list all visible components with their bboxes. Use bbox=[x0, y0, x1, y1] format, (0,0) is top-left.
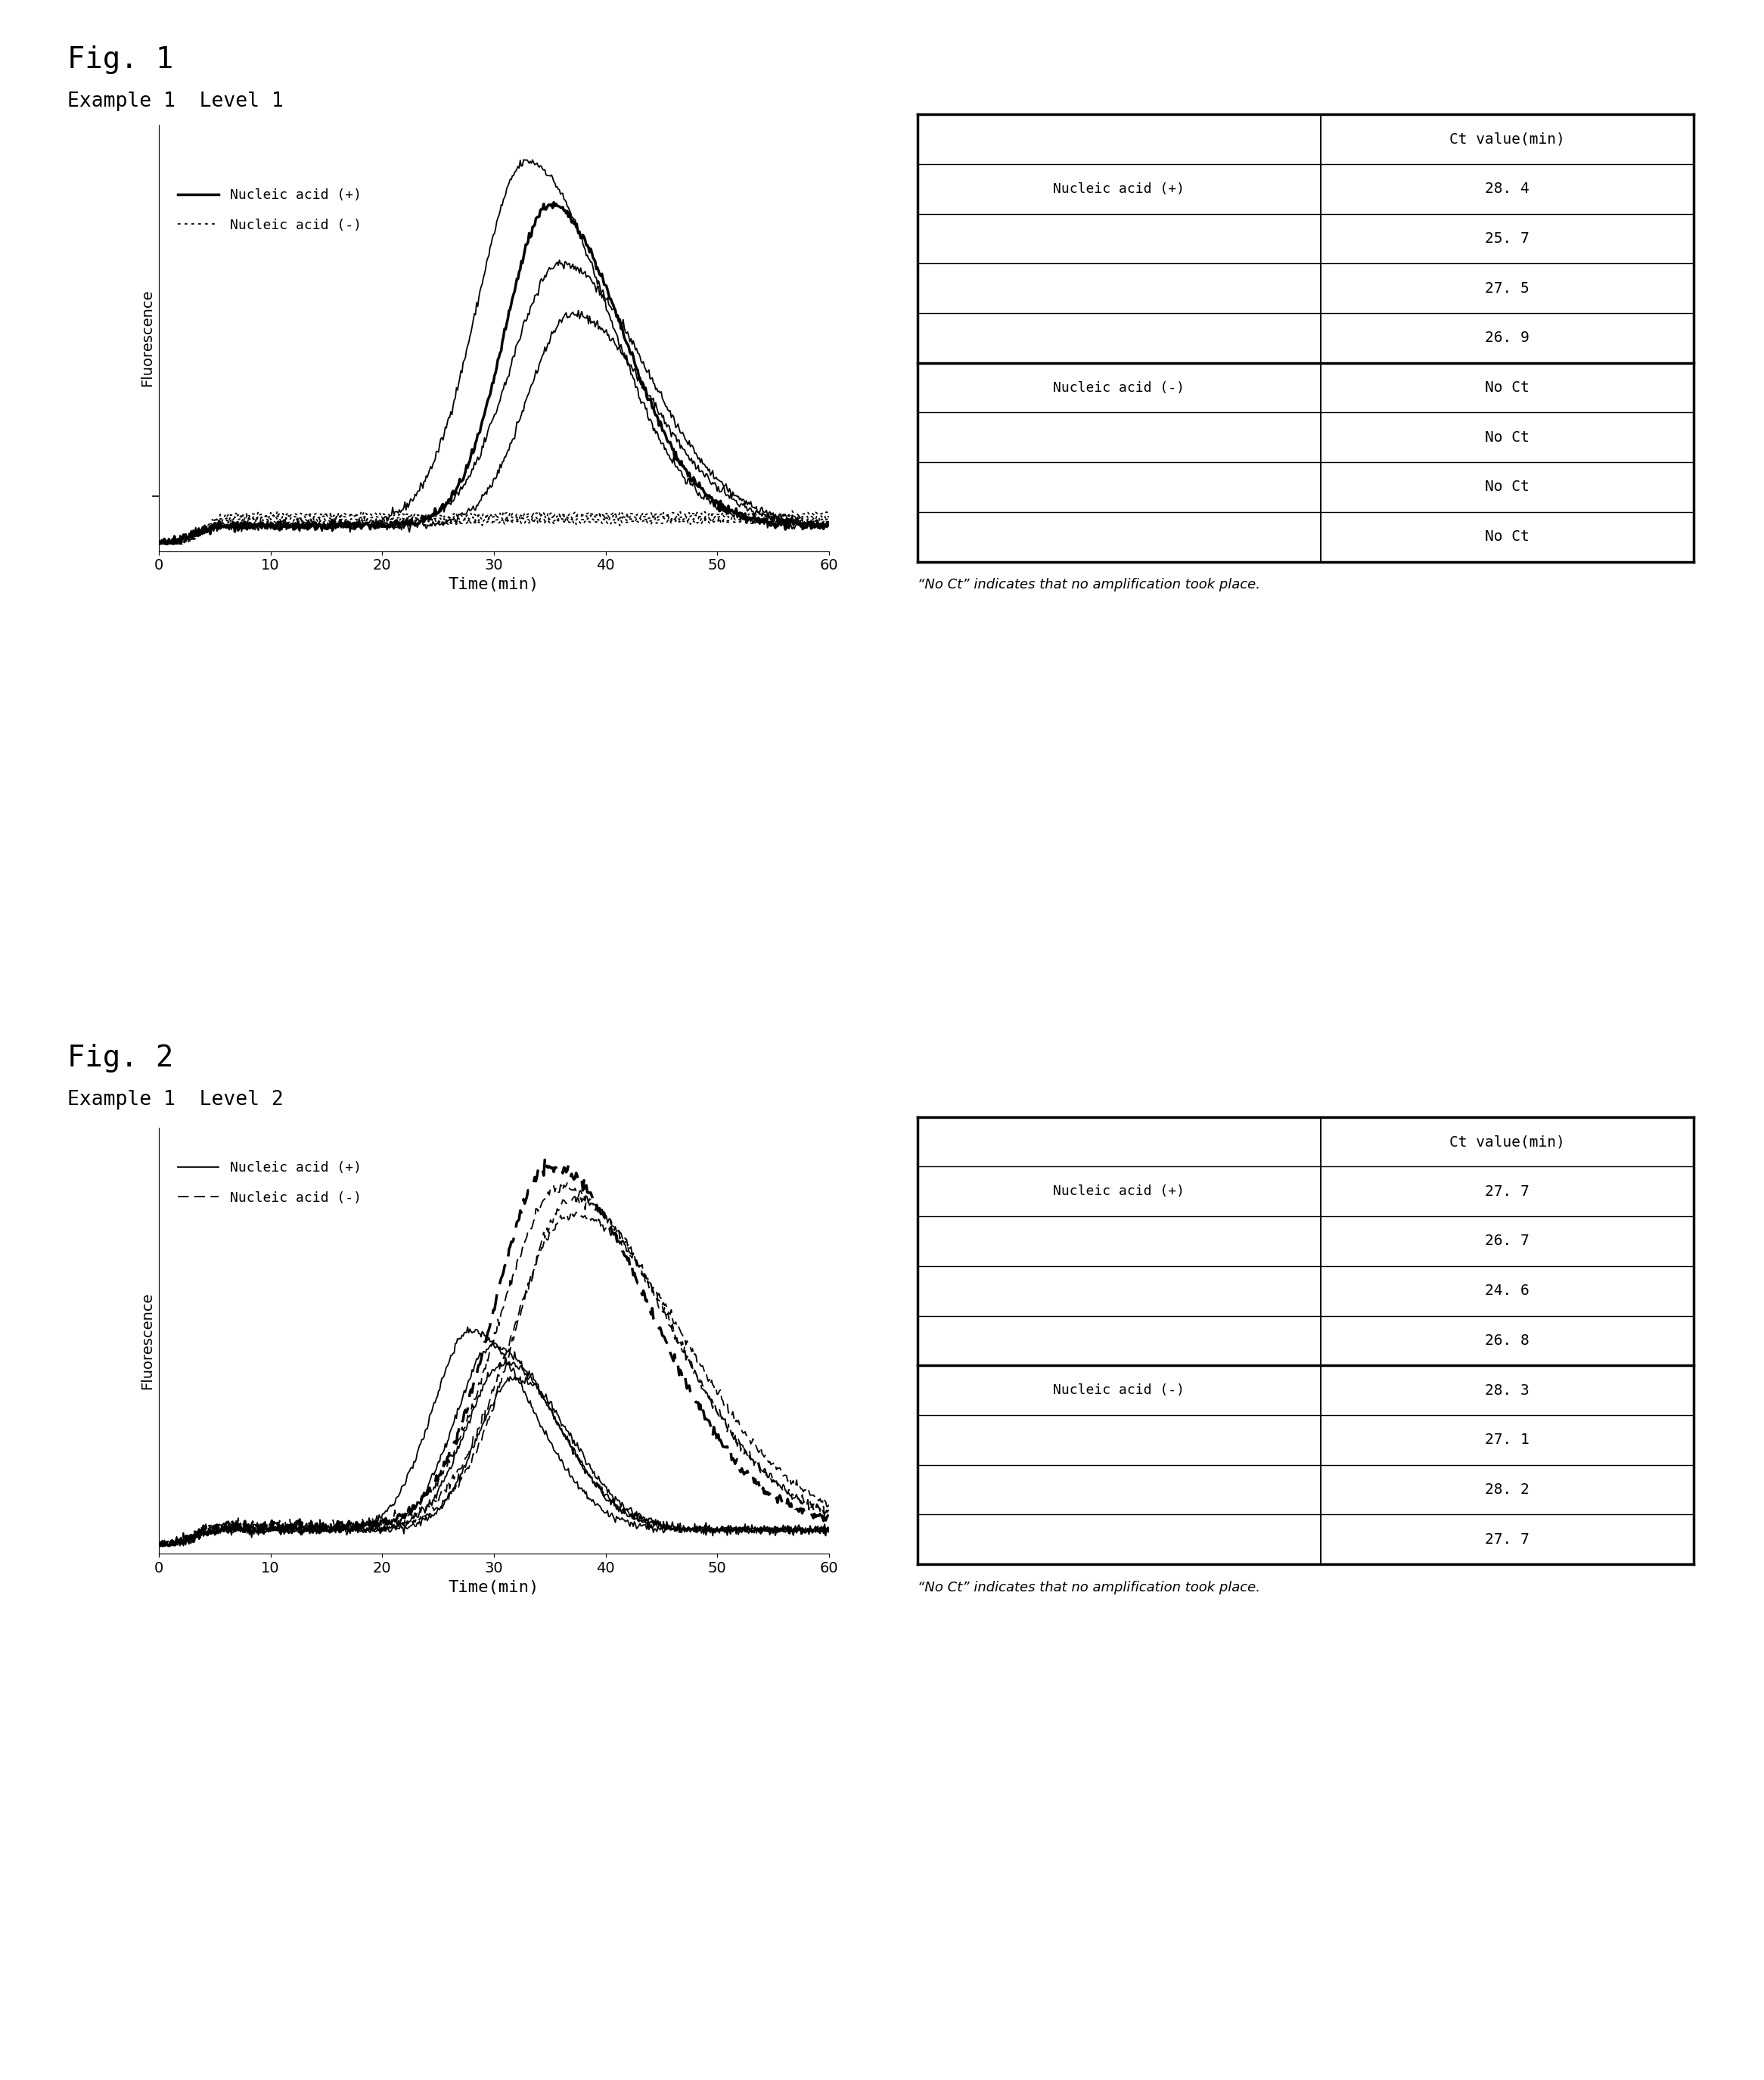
Text: 27. 5: 27. 5 bbox=[1485, 281, 1529, 295]
Text: 25. 7: 25. 7 bbox=[1485, 231, 1529, 245]
Y-axis label: Fluorescence: Fluorescence bbox=[139, 1292, 155, 1389]
Text: Nucleic acid (-): Nucleic acid (-) bbox=[1053, 1383, 1185, 1398]
Text: No Ct: No Ct bbox=[1485, 431, 1529, 445]
Text: 26. 7: 26. 7 bbox=[1485, 1233, 1529, 1248]
Text: No Ct: No Ct bbox=[1485, 381, 1529, 395]
X-axis label: Time(min): Time(min) bbox=[448, 1579, 540, 1595]
Text: 28. 3: 28. 3 bbox=[1485, 1383, 1529, 1398]
Text: 26. 8: 26. 8 bbox=[1485, 1333, 1529, 1348]
Text: 24. 6: 24. 6 bbox=[1485, 1283, 1529, 1298]
Text: No Ct: No Ct bbox=[1485, 530, 1529, 545]
Text: Ct value(min): Ct value(min) bbox=[1450, 1134, 1565, 1148]
Y-axis label: Fluorescence: Fluorescence bbox=[139, 289, 155, 387]
Text: Ct value(min): Ct value(min) bbox=[1450, 131, 1565, 146]
Text: 26. 9: 26. 9 bbox=[1485, 331, 1529, 345]
Text: Example 1  Level 1: Example 1 Level 1 bbox=[67, 92, 284, 110]
Text: Nucleic acid (+): Nucleic acid (+) bbox=[1053, 1186, 1185, 1198]
Text: “No Ct” indicates that no amplification took place.: “No Ct” indicates that no amplification … bbox=[917, 578, 1259, 593]
Text: Nucleic acid (-): Nucleic acid (-) bbox=[1053, 381, 1185, 395]
Text: Example 1  Level 2: Example 1 Level 2 bbox=[67, 1090, 284, 1109]
Text: 27. 7: 27. 7 bbox=[1485, 1533, 1529, 1548]
Text: 28. 2: 28. 2 bbox=[1485, 1483, 1529, 1498]
Text: Fig. 1: Fig. 1 bbox=[67, 46, 173, 75]
Text: Nucleic acid (+): Nucleic acid (+) bbox=[1053, 183, 1185, 196]
Text: 27. 1: 27. 1 bbox=[1485, 1433, 1529, 1448]
Text: 28. 4: 28. 4 bbox=[1485, 181, 1529, 196]
Text: Fig. 2: Fig. 2 bbox=[67, 1044, 173, 1073]
Text: No Ct: No Ct bbox=[1485, 480, 1529, 495]
Text: “No Ct” indicates that no amplification took place.: “No Ct” indicates that no amplification … bbox=[917, 1581, 1259, 1595]
Legend: Nucleic acid (+), Nucleic acid (-): Nucleic acid (+), Nucleic acid (-) bbox=[173, 1156, 367, 1211]
X-axis label: Time(min): Time(min) bbox=[448, 576, 540, 593]
Text: 27. 7: 27. 7 bbox=[1485, 1184, 1529, 1198]
Legend: Nucleic acid (+), Nucleic acid (-): Nucleic acid (+), Nucleic acid (-) bbox=[173, 183, 367, 237]
